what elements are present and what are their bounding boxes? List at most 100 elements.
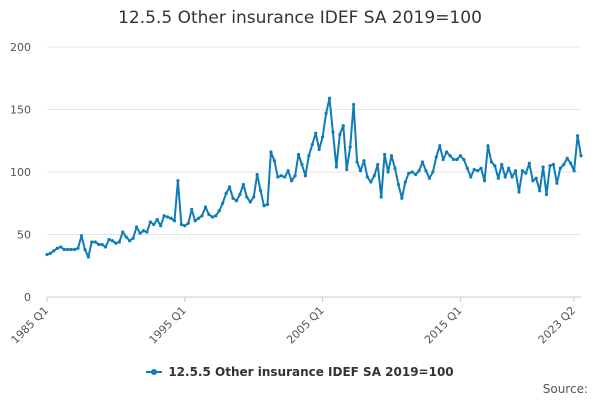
data-point[interactable] — [272, 159, 276, 163]
data-point[interactable] — [155, 217, 159, 222]
data-point[interactable] — [169, 216, 173, 220]
data-point[interactable] — [396, 182, 401, 187]
data-point[interactable] — [376, 162, 380, 167]
data-point[interactable] — [496, 176, 500, 180]
data-point[interactable] — [93, 240, 97, 244]
data-point[interactable] — [520, 169, 525, 173]
data-point[interactable] — [62, 247, 66, 252]
data-point[interactable] — [269, 150, 273, 154]
data-point[interactable] — [79, 234, 84, 238]
data-point[interactable] — [500, 162, 504, 167]
data-point[interactable] — [372, 174, 376, 178]
data-point[interactable] — [338, 132, 342, 137]
data-point[interactable] — [245, 195, 249, 199]
data-point[interactable] — [503, 175, 507, 179]
data-point[interactable] — [448, 154, 452, 158]
data-point[interactable] — [327, 96, 332, 100]
data-point[interactable] — [445, 150, 449, 154]
data-point[interactable] — [548, 164, 552, 168]
data-point[interactable] — [59, 245, 63, 249]
data-point[interactable] — [227, 185, 232, 189]
data-point[interactable] — [76, 246, 80, 250]
data-point[interactable] — [193, 219, 197, 223]
data-point[interactable] — [148, 220, 152, 224]
data-point[interactable] — [186, 221, 190, 225]
data-point[interactable] — [334, 165, 338, 169]
data-point[interactable] — [145, 230, 149, 234]
data-point[interactable] — [210, 215, 214, 219]
legend[interactable]: 12.5.5 Other insurance IDEF SA 2019=100 — [0, 365, 600, 380]
data-point[interactable] — [290, 179, 294, 183]
data-point[interactable] — [114, 241, 118, 245]
data-point[interactable] — [317, 147, 321, 152]
data-point[interactable] — [69, 247, 73, 252]
data-point[interactable] — [389, 154, 394, 158]
data-point[interactable] — [465, 166, 469, 170]
data-point[interactable] — [355, 160, 359, 164]
data-point[interactable] — [286, 169, 290, 173]
data-point[interactable] — [283, 175, 287, 179]
data-point[interactable] — [403, 180, 407, 184]
data-point[interactable] — [441, 157, 445, 162]
data-point[interactable] — [248, 200, 252, 204]
data-point[interactable] — [214, 214, 218, 218]
data-point[interactable] — [48, 251, 53, 255]
data-point[interactable] — [224, 191, 228, 195]
data-point[interactable] — [207, 212, 211, 217]
data-point[interactable] — [565, 156, 569, 160]
data-point[interactable] — [90, 240, 94, 244]
data-point[interactable] — [117, 240, 121, 244]
data-point[interactable] — [341, 124, 345, 128]
data-point[interactable] — [407, 171, 411, 175]
data-point[interactable] — [393, 166, 397, 170]
data-point[interactable] — [427, 176, 432, 180]
data-point[interactable] — [83, 247, 87, 252]
data-point[interactable] — [300, 162, 304, 167]
data-point[interactable] — [314, 131, 318, 135]
data-point[interactable] — [527, 161, 531, 165]
data-point[interactable] — [469, 175, 473, 179]
data-point[interactable] — [121, 230, 125, 234]
data-point[interactable] — [86, 255, 90, 259]
data-point[interactable] — [200, 214, 204, 218]
data-point[interactable] — [324, 111, 328, 115]
data-point[interactable] — [196, 216, 201, 220]
data-point[interactable] — [103, 245, 108, 249]
data-point[interactable] — [128, 239, 132, 243]
data-point[interactable] — [262, 204, 266, 208]
data-point[interactable] — [417, 169, 421, 173]
data-point[interactable] — [172, 219, 177, 223]
data-point[interactable] — [348, 145, 352, 149]
data-point[interactable] — [517, 190, 521, 194]
data-point[interactable] — [345, 167, 349, 172]
data-point[interactable] — [45, 252, 49, 257]
data-point[interactable] — [569, 161, 573, 165]
data-point[interactable] — [138, 231, 142, 235]
data-point[interactable] — [562, 162, 566, 167]
data-point[interactable] — [424, 169, 428, 173]
data-point[interactable] — [55, 246, 59, 250]
data-point[interactable] — [476, 169, 480, 173]
data-point[interactable] — [303, 174, 307, 178]
data-point[interactable] — [455, 157, 459, 162]
data-point[interactable] — [131, 236, 135, 240]
data-point[interactable] — [434, 155, 438, 159]
data-point[interactable] — [296, 152, 301, 157]
data-point[interactable] — [420, 160, 425, 164]
data-point[interactable] — [352, 102, 356, 107]
data-point[interactable] — [451, 157, 456, 162]
data-point[interactable] — [544, 192, 549, 197]
data-point[interactable] — [458, 154, 463, 158]
data-point[interactable] — [558, 166, 562, 170]
data-point[interactable] — [321, 135, 325, 139]
data-point[interactable] — [255, 172, 259, 177]
data-point[interactable] — [510, 175, 514, 179]
data-point[interactable] — [534, 176, 538, 180]
data-point[interactable] — [176, 179, 180, 183]
data-point[interactable] — [221, 201, 225, 205]
data-point[interactable] — [400, 196, 404, 200]
data-point[interactable] — [165, 215, 170, 219]
data-point[interactable] — [531, 179, 535, 183]
data-point[interactable] — [252, 195, 256, 199]
data-point[interactable] — [538, 189, 542, 193]
